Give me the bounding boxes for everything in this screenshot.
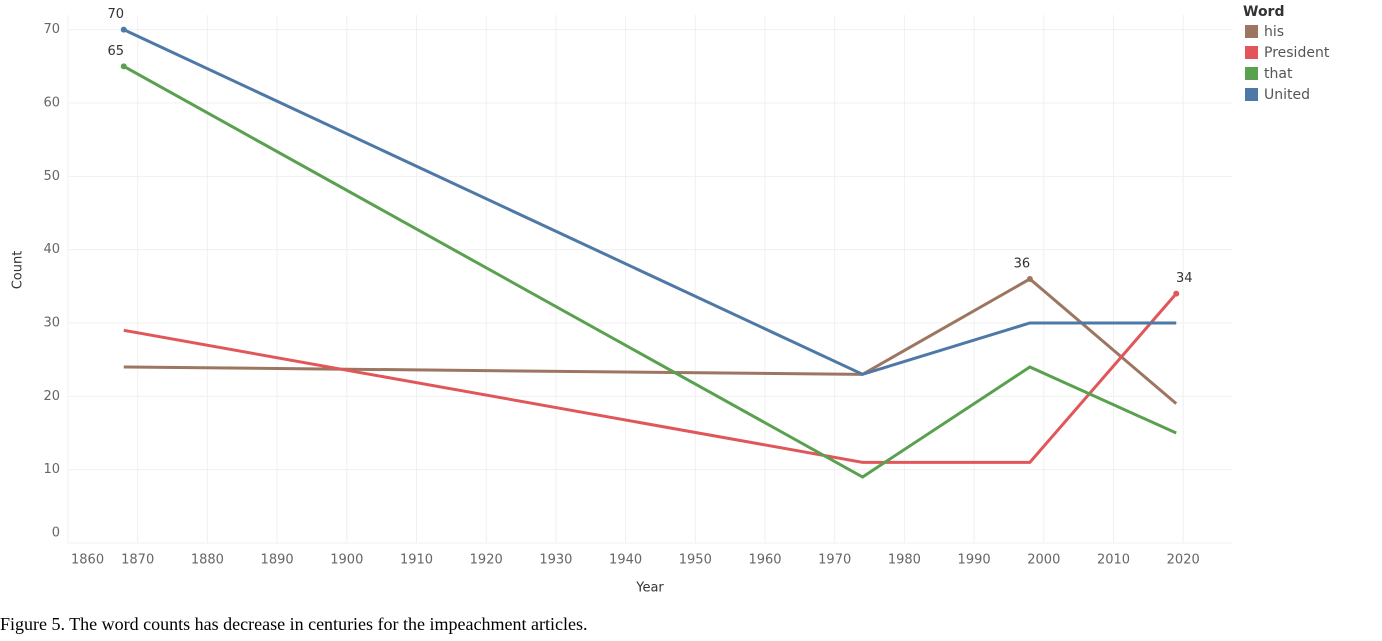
point: [1173, 290, 1180, 297]
data-label: 70: [107, 7, 124, 22]
x-tick-label: 2010: [1097, 553, 1130, 568]
x-tick-label: 1910: [400, 553, 433, 568]
y-tick-label: 40: [43, 242, 60, 257]
legend-label: that: [1264, 66, 1293, 82]
x-tick-label: 1960: [748, 553, 781, 568]
legend-swatch: [1245, 67, 1258, 80]
point: [120, 63, 127, 70]
x-tick-label: 2020: [1167, 553, 1200, 568]
y-tick-label: 60: [43, 96, 60, 111]
x-tick-label: 1870: [121, 553, 154, 568]
x-tick-label: 1950: [679, 553, 712, 568]
legend-label: United: [1264, 87, 1310, 103]
y-tick-label: 20: [43, 389, 60, 404]
x-axis-label: Year: [635, 581, 664, 596]
legend-swatch: [1245, 88, 1258, 101]
legend-title: Word: [1243, 4, 1285, 20]
x-tick-label: 2000: [1027, 553, 1060, 568]
point: [1026, 276, 1033, 282]
data-label: 65: [107, 44, 124, 59]
x-tick-label: 1920: [470, 553, 503, 568]
x-tick-label: 1900: [330, 553, 363, 568]
y-tick-label: 70: [43, 22, 60, 37]
x-tick-label: 1880: [191, 553, 224, 568]
series-line: [123, 28, 1177, 376]
x-tick-label: 1890: [261, 553, 294, 568]
x-tick-label: 1980: [888, 553, 921, 568]
x-tick-label: 1930: [539, 553, 572, 568]
caption: Figure 5. The word counts has decrease i…: [0, 614, 587, 634]
series-line: [123, 292, 1178, 464]
series-line: [123, 277, 1178, 405]
y-tick-label: 10: [43, 462, 60, 477]
legend-label: his: [1264, 24, 1284, 40]
y-tick-label: 0: [52, 526, 60, 541]
data-label: 36: [1014, 257, 1031, 272]
legend-swatch: [1245, 46, 1258, 59]
y-axis-label: Count: [11, 251, 26, 290]
data-label: 34: [1176, 271, 1193, 286]
legend-label: President: [1264, 45, 1330, 61]
x-tick-label: 1940: [609, 553, 642, 568]
x-tick-label: 1970: [818, 553, 851, 568]
series-line: [123, 65, 1177, 479]
point: [120, 26, 127, 33]
y-tick-label: 30: [43, 316, 60, 331]
x-tick-label: 1990: [958, 553, 991, 568]
legend-swatch: [1245, 25, 1258, 38]
y-tick-label: 50: [43, 169, 60, 184]
x-tick-label: 1860: [71, 553, 104, 568]
